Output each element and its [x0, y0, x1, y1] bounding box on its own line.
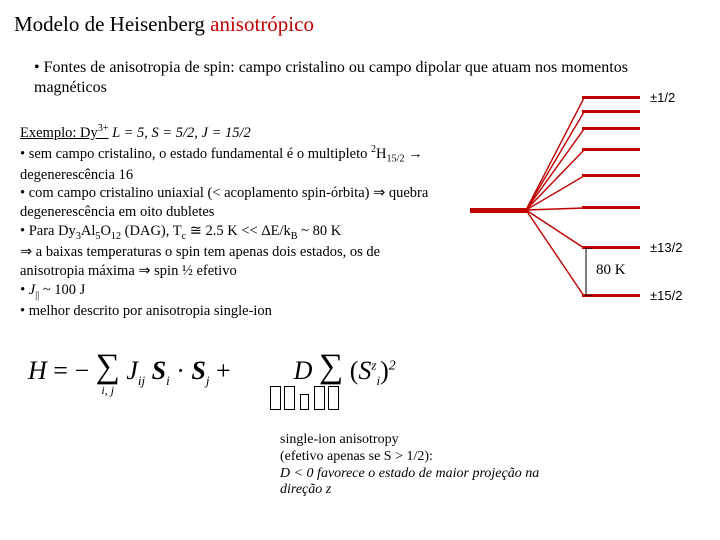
level-line [582, 148, 640, 151]
level-label-bot: ±15/2 [650, 288, 682, 303]
placeholder-boxes [270, 380, 390, 420]
level-line [582, 110, 640, 113]
energy-level-diagram: ±1/2 ±13/2 ±15/2 80 K [470, 96, 700, 336]
sum-symbol-1: ∑ i, j [96, 350, 120, 396]
example-line-4: • Para Dy3Al5O12 (DAG), Tc ≅ 2.5 K << ΔE… [20, 222, 440, 243]
example-line-1: Exemplo: Dy3+ L = 5, S = 5/2, J = 15/2 [20, 122, 440, 143]
level-line [582, 174, 640, 177]
label-80k: 80 K [596, 262, 626, 279]
level-label-top: ±1/2 [650, 90, 675, 105]
title-part-2: anisotrópico [210, 12, 314, 36]
fan-lines [526, 96, 584, 326]
title-part-1: Modelo de Heisenberg [14, 12, 210, 36]
ground-state-level [470, 208, 528, 213]
bracket-icon [584, 248, 594, 296]
example-block: Exemplo: Dy3+ L = 5, S = 5/2, J = 15/2 •… [20, 122, 440, 321]
example-line-7: • melhor descrito por anisotropia single… [20, 302, 440, 321]
example-line-2: • sem campo cristalino, o estado fundame… [20, 143, 440, 185]
example-line-6: • J|| ~ 100 J [20, 281, 440, 302]
example-line-3: • com campo cristalino uniaxial (< acopl… [20, 184, 440, 222]
level-line [582, 96, 640, 99]
equation-annotation: single-ion anisotropy (efetivo apenas se… [280, 432, 550, 499]
level-line [582, 127, 640, 130]
main-bullet-text: • Fontes de anisotropia de spin: campo c… [34, 58, 674, 98]
level-label-mid: ±13/2 [650, 240, 682, 255]
example-line-5: ⇒ a baixas temperaturas o spin tem apena… [20, 243, 440, 281]
slide-title: Modelo de Heisenberg anisotrópico [14, 12, 314, 37]
level-line [582, 206, 640, 209]
